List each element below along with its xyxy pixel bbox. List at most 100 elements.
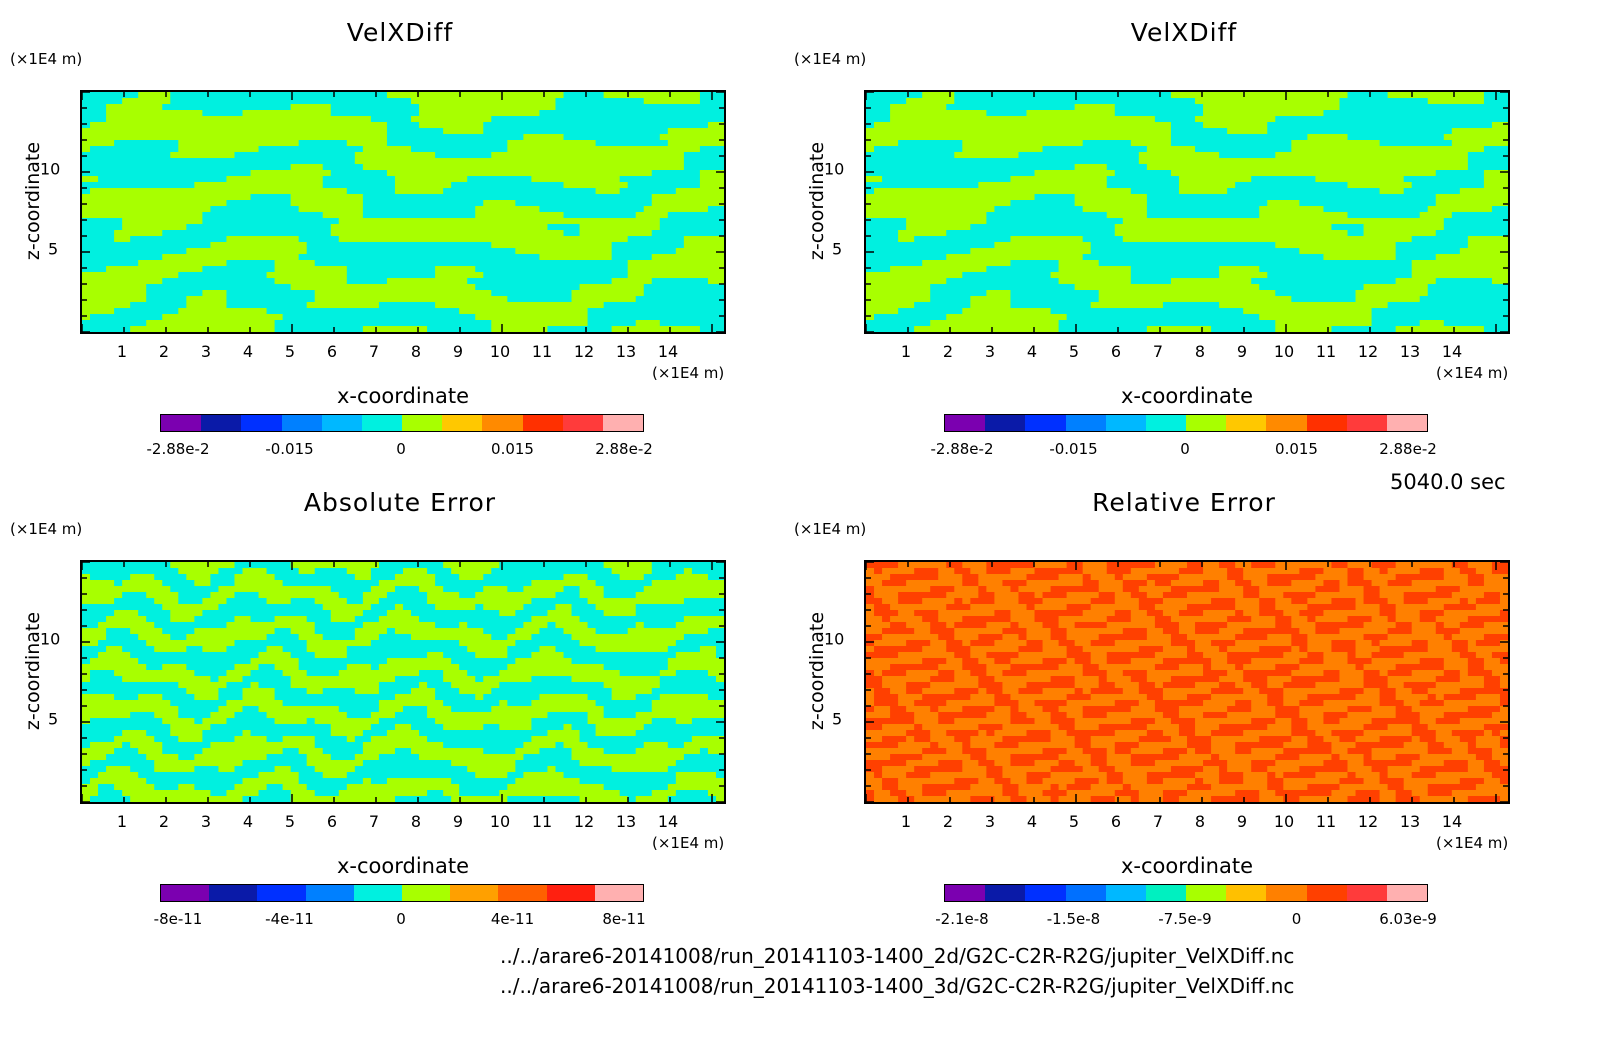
contour-cell (1034, 134, 1044, 141)
contour-cell (298, 158, 308, 165)
contour-cell (1195, 140, 1204, 147)
contour-cell (90, 158, 99, 165)
contour-cell (274, 140, 284, 147)
contour-cell (595, 164, 605, 171)
contour-cell (218, 134, 228, 141)
contour-cell (210, 188, 220, 195)
contour-cell (1227, 116, 1236, 123)
contour-cell (994, 140, 1004, 147)
contour-cell (930, 128, 939, 135)
contour-cell (378, 302, 388, 309)
contour-cell (491, 188, 500, 195)
contour-cell (1451, 98, 1461, 105)
contour-cell (290, 230, 300, 237)
contour-cell (866, 188, 875, 195)
contour-cell (427, 218, 436, 225)
contour-cell (1010, 164, 1020, 171)
contour-cell (330, 218, 340, 225)
contour-cell (603, 194, 613, 201)
contour-cell (499, 146, 508, 153)
contour-cell (946, 128, 955, 135)
contour-cell (1419, 110, 1429, 117)
contour-cell (178, 92, 187, 99)
contour-cell (1018, 116, 1028, 123)
contour-cell (427, 260, 436, 267)
contour-cell (1419, 200, 1429, 207)
contour-cell (106, 212, 115, 219)
contour-cell (507, 242, 516, 249)
contour-cell (114, 152, 123, 159)
contour-cell (250, 260, 260, 267)
contour-cell (467, 122, 476, 129)
contour-cell (467, 314, 476, 321)
contour-cell (1475, 200, 1485, 207)
contour-cell (555, 284, 565, 291)
contour-cell (306, 224, 316, 231)
contour-cell (491, 146, 500, 153)
contour-cell (1259, 134, 1268, 141)
contour-cell (539, 128, 549, 135)
contour-cell (595, 212, 605, 219)
contour-cell (170, 170, 179, 177)
contour-cell (587, 110, 597, 117)
contour-cell (386, 290, 396, 297)
contour-cell (1339, 134, 1349, 141)
contour-cell (1283, 140, 1292, 147)
contour-cell (1203, 188, 1212, 195)
contour-cell (1106, 134, 1116, 141)
contour-cell (691, 116, 701, 123)
contour-cell (1130, 98, 1140, 105)
contour-cell (202, 104, 212, 111)
contour-cell (386, 326, 396, 332)
contour-cell (1483, 92, 1493, 99)
contour-cell (978, 146, 987, 153)
contour-cell (386, 212, 396, 219)
contour-cell (1491, 140, 1501, 147)
contour-cell (1347, 146, 1357, 153)
contour-cell (98, 104, 107, 111)
contour-cell (427, 266, 436, 273)
contour-cell (555, 152, 565, 159)
contour-cell (523, 128, 533, 135)
contour-cell (427, 272, 436, 279)
contour-cell (1114, 164, 1124, 171)
contour-cell (1203, 128, 1212, 135)
contour-cell (82, 212, 91, 219)
contour-cell (242, 110, 252, 117)
contour-cell (1267, 146, 1276, 153)
contour-cell (1475, 98, 1485, 105)
contour-cell (290, 278, 300, 285)
contour-cell (627, 320, 637, 327)
contour-cell (1275, 182, 1284, 189)
contour-cell (266, 290, 276, 297)
contour-cell (1363, 170, 1373, 177)
contour-cell (162, 278, 171, 285)
contour-cell (427, 236, 436, 243)
contour-cell (1315, 212, 1325, 219)
contour-cell (531, 122, 541, 129)
contour-cell (1499, 110, 1508, 117)
contour-cell (1066, 188, 1076, 195)
contour-cell (1074, 158, 1084, 165)
contour-cell (515, 260, 524, 267)
contour-cell (194, 188, 203, 195)
contour-cell (571, 242, 581, 249)
contour-cell (651, 146, 661, 153)
contour-cell (643, 200, 653, 207)
contour-cell (82, 254, 91, 261)
contour-cell (595, 296, 605, 303)
contour-cell (394, 110, 404, 117)
contour-cell (362, 200, 372, 207)
contour-cell (1090, 128, 1100, 135)
contour-cell (386, 224, 396, 231)
contour-cell (346, 272, 356, 279)
contour-cell (403, 104, 412, 111)
contour-cell (242, 320, 252, 327)
contour-cell (531, 260, 541, 267)
contour-cell (667, 224, 677, 231)
contour-cell (970, 206, 979, 213)
contour-cell (1219, 116, 1228, 123)
contour-cell (242, 278, 252, 285)
contour-cell (435, 194, 444, 201)
contour-cell (443, 230, 452, 237)
